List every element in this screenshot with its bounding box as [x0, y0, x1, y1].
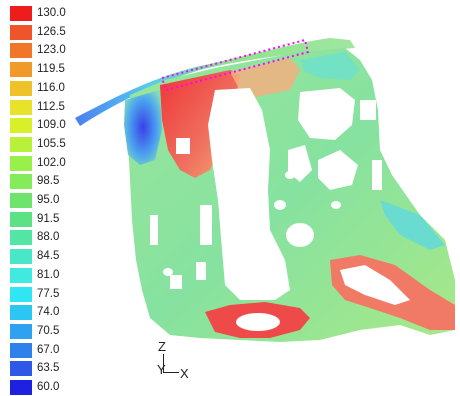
legend-swatch	[10, 305, 32, 321]
cold-zone	[124, 90, 162, 165]
legend-label: 130.0	[37, 7, 66, 19]
legend-swatch	[10, 43, 32, 59]
axis-z-label: Z	[158, 339, 166, 354]
legend-swatch	[10, 136, 32, 152]
legend-swatch	[10, 193, 32, 208]
legend-swatch	[10, 249, 32, 265]
axis-x-line	[163, 372, 179, 373]
legend-label: 109.0	[37, 119, 66, 132]
legend-swatch	[10, 267, 32, 283]
legend-label: 63.5	[37, 362, 60, 375]
axis-triad: Z Y X	[154, 340, 204, 384]
legend-label: 91.5	[37, 212, 60, 225]
legend-label: 112.5	[37, 100, 65, 113]
axis-z-line	[163, 354, 164, 372]
legend-swatch	[10, 286, 32, 302]
legend-label: 67.0	[37, 343, 60, 356]
cutout-central	[208, 88, 290, 300]
legend-label: 102.0	[37, 156, 66, 169]
legend-swatch	[10, 62, 32, 78]
hood-strip	[75, 38, 355, 126]
axis-x-label: X	[180, 366, 189, 381]
legend-label: 70.5	[37, 324, 60, 337]
legend-label: 77.5	[37, 287, 60, 300]
legend-swatch	[10, 174, 32, 190]
legend-swatch	[10, 24, 32, 40]
highlight-outline	[161, 38, 310, 92]
legend-swatch	[10, 155, 32, 171]
legend-label: 88.0	[37, 231, 60, 244]
legend-label: 98.5	[37, 175, 60, 188]
legend-label: 84.5	[37, 250, 60, 263]
cutout-right	[298, 88, 355, 140]
legend-swatch	[10, 80, 32, 96]
legend-swatch	[10, 323, 32, 339]
legend-label: 116.0	[37, 81, 65, 94]
legend-swatch	[10, 118, 32, 134]
legend-label: 74.0	[37, 306, 60, 319]
legend-swatch	[10, 230, 32, 246]
legend-swatch	[10, 361, 32, 377]
legend-label: 126.5	[37, 25, 66, 38]
legend-swatch	[10, 211, 32, 227]
legend-label: 60.0	[37, 381, 60, 393]
legend-label: 105.5	[37, 137, 66, 150]
legend-label: 95.0	[37, 194, 60, 206]
legend-label: 123.0	[37, 44, 66, 57]
legend-label: 81.0	[37, 268, 60, 281]
legend-swatch	[10, 380, 32, 395]
axis-y-label: Y	[157, 362, 166, 377]
legend-swatch	[10, 342, 32, 358]
legend-label: 119.5	[37, 63, 65, 76]
color-legend: 130.0 126.5 123.0 119.5 116.0 112.5 109.0 105.5…	[10, 6, 70, 396]
lower-cutout	[236, 313, 280, 331]
legend-swatch	[10, 6, 32, 21]
legend-swatch	[10, 99, 32, 115]
